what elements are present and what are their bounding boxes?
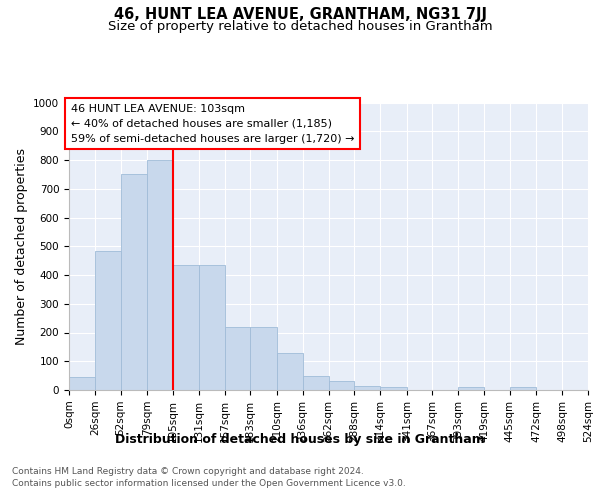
Text: Distribution of detached houses by size in Grantham: Distribution of detached houses by size … — [115, 432, 485, 446]
Bar — [173, 265, 199, 390]
Y-axis label: Number of detached properties: Number of detached properties — [14, 148, 28, 345]
Bar — [303, 376, 329, 390]
Bar — [95, 250, 121, 390]
Text: Contains HM Land Registry data © Crown copyright and database right 2024.: Contains HM Land Registry data © Crown c… — [12, 468, 364, 476]
Bar — [147, 160, 173, 390]
Bar — [354, 386, 380, 390]
Bar — [277, 352, 303, 390]
Bar — [329, 382, 354, 390]
Bar — [250, 327, 277, 390]
Bar — [510, 387, 536, 390]
Bar — [69, 377, 95, 390]
Bar — [380, 387, 407, 390]
Bar — [458, 387, 484, 390]
Text: Size of property relative to detached houses in Grantham: Size of property relative to detached ho… — [107, 20, 493, 33]
Text: Contains public sector information licensed under the Open Government Licence v3: Contains public sector information licen… — [12, 479, 406, 488]
Bar — [199, 265, 224, 390]
Bar — [121, 174, 147, 390]
Bar — [224, 327, 250, 390]
Text: 46, HUNT LEA AVENUE, GRANTHAM, NG31 7JJ: 46, HUNT LEA AVENUE, GRANTHAM, NG31 7JJ — [113, 8, 487, 22]
Text: 46 HUNT LEA AVENUE: 103sqm
← 40% of detached houses are smaller (1,185)
59% of s: 46 HUNT LEA AVENUE: 103sqm ← 40% of deta… — [71, 104, 355, 144]
